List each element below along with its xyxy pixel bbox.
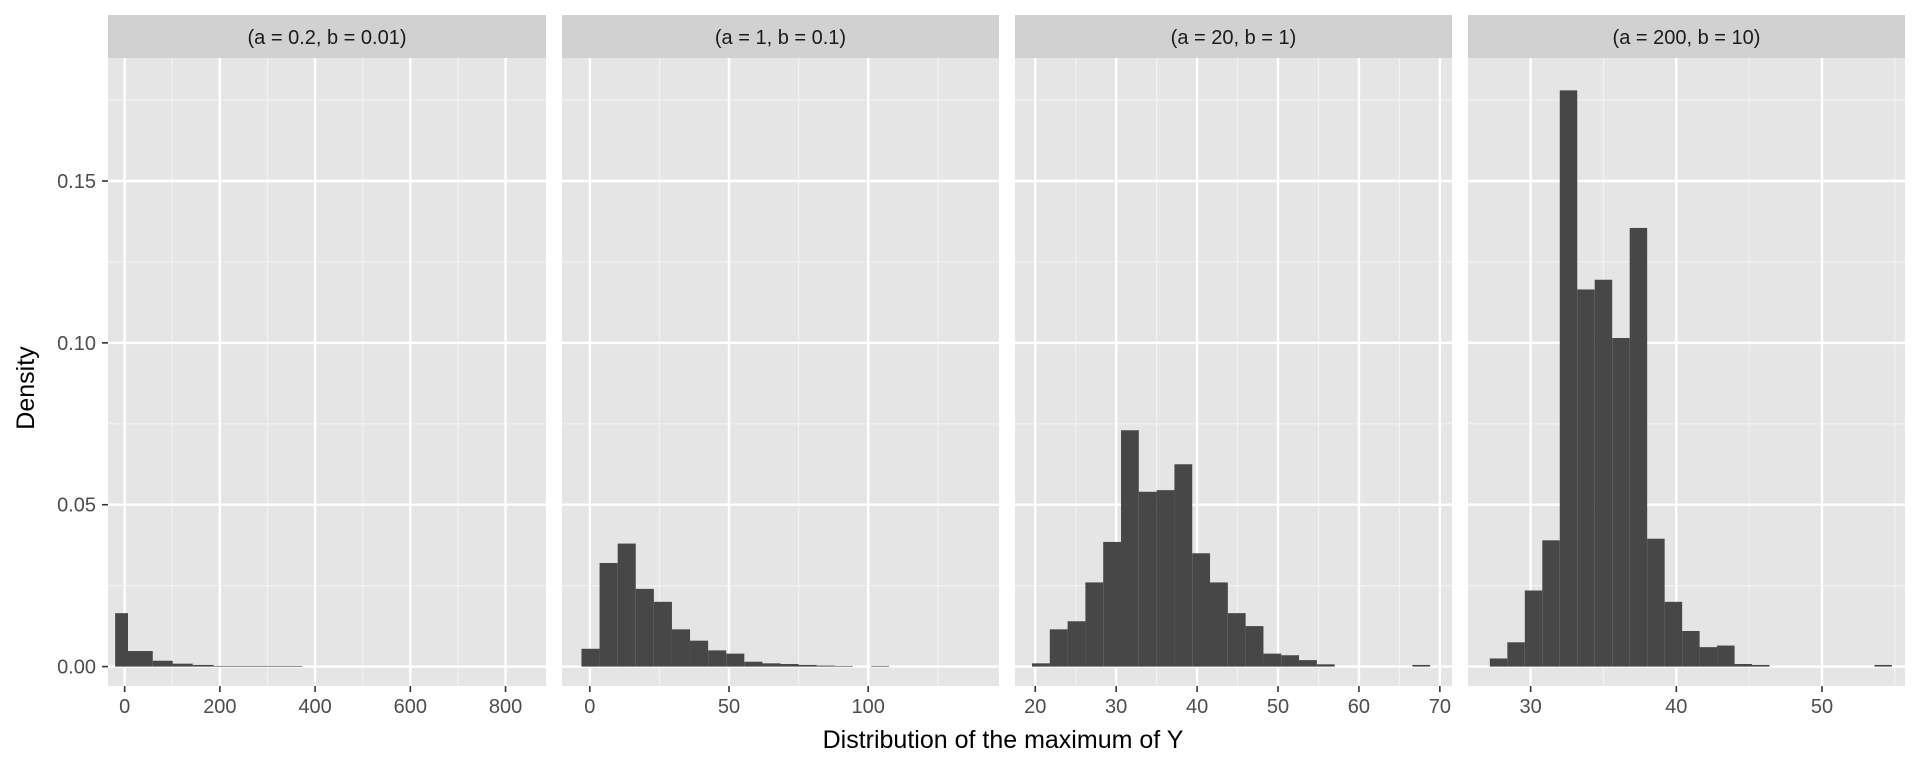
histogram-bar [1717,645,1735,667]
histogram-bar [762,663,781,667]
x-tick-label: 60 [1348,696,1370,718]
histogram-bar [115,613,128,667]
facet-panel: (a = 20, b = 1) 20 30 40 50 60 70 [1015,15,1452,718]
panel-background [1468,58,1905,686]
histogram-bar [1412,664,1431,667]
y-axis-title: Density [12,346,40,430]
histogram-bar [1507,642,1525,667]
histogram-bar [1263,653,1282,667]
x-tick-label: 400 [298,696,331,718]
histogram-bar [1245,626,1264,667]
x-tick-label: 40 [1186,696,1208,718]
histogram-bar [1121,430,1139,667]
y-tick-label: 0.05 [57,495,96,517]
x-tick-label: 50 [1267,696,1289,718]
histogram-bar [1227,613,1246,667]
histogram-bar [798,664,817,667]
x-tick-label: 20 [1024,696,1046,718]
facet-strip-label: (a = 200, b = 10) [1613,27,1761,49]
histogram-bar [1524,590,1543,667]
histogram-bar [635,588,654,667]
facet-panel: (a = 0.2, b = 0.01) 0 200 400 600 800 [108,15,546,718]
facet-strip [1468,15,1905,58]
histogram-bar [870,665,890,667]
histogram-bar [726,653,745,667]
histogram-bar [1489,658,1508,667]
histogram-bar [1138,491,1157,667]
histogram-bar [1577,289,1595,667]
histogram-bar [172,663,193,667]
x-tick-label: 30 [1105,696,1127,718]
facet-strip-label: (a = 1, b = 0.1) [715,27,846,49]
x-tick-label: 100 [851,696,884,718]
histogram-bar [1067,621,1086,667]
histogram-bar [653,601,672,667]
panel-background [1015,58,1452,686]
histogram-bar [152,660,173,667]
histogram-bar [1559,90,1578,667]
x-tick-label: 800 [489,696,522,718]
y-tick-label: 0.15 [57,171,96,193]
x-tick-label: 50 [718,696,740,718]
histogram-bar [1612,338,1630,667]
facet-strip-label: (a = 0.2, b = 0.01) [248,27,407,49]
x-tick-label: 600 [394,696,427,718]
histogram-bar [1752,664,1770,667]
histogram-bar [708,650,727,667]
x-tick-label: 30 [1520,696,1542,718]
histogram-bar [1647,538,1665,667]
facet-panel: (a = 200, b = 10) 30 40 50 [1468,15,1905,718]
histogram-bar [1682,630,1700,667]
x-tick-label: 0 [584,696,595,718]
histogram-bar [192,664,214,667]
histogram-bar [1192,553,1211,667]
x-tick-label: 70 [1429,696,1451,718]
histogram-bar [581,648,600,667]
histogram-bar [1156,490,1175,667]
histogram-bar [1031,663,1050,667]
histogram-bar [599,562,618,667]
facet-strip [108,15,546,58]
histogram-bar [690,640,709,667]
facet-strip [562,15,999,58]
histogram-bar [1874,664,1892,667]
histogram-bar [127,651,153,667]
histogram-bar [1103,541,1122,667]
panel-background [108,58,546,686]
y-tick-label: 0.10 [57,333,96,355]
histogram-bar [1699,647,1718,667]
x-tick-label: 40 [1665,696,1687,718]
y-tick-label: 0.00 [57,657,96,679]
x-tick-label: 200 [203,696,236,718]
histogram-bar [1316,664,1335,667]
x-tick-label: 0 [119,696,130,718]
histogram-bar [834,665,853,667]
facet-strip-label: (a = 20, b = 1) [1171,27,1297,49]
histogram-bar [816,665,835,667]
histogram-bar [1299,660,1317,667]
histogram-bar [1174,464,1193,667]
facet-panel: (a = 1, b = 0.1) 0 50 100 [562,15,999,718]
x-axis-title: Distribution of the maximum of Y [823,726,1184,754]
histogram-bar [213,665,303,667]
histogram-bar [1210,582,1228,667]
histogram-bar [1734,663,1753,667]
histogram-bar [1085,582,1104,667]
histogram-bar [1049,629,1068,667]
histogram-bar [744,661,763,667]
histogram-bar [1664,601,1683,667]
histogram-bar [1281,655,1300,667]
histogram-bar [1594,279,1613,667]
histogram-bar [780,663,799,667]
histogram-bar [1629,227,1648,667]
histogram-bar [1542,540,1560,667]
facet-strip [1015,15,1452,58]
histogram-bar [671,629,691,667]
x-tick-label: 50 [1811,696,1833,718]
histogram-bar [617,543,636,667]
